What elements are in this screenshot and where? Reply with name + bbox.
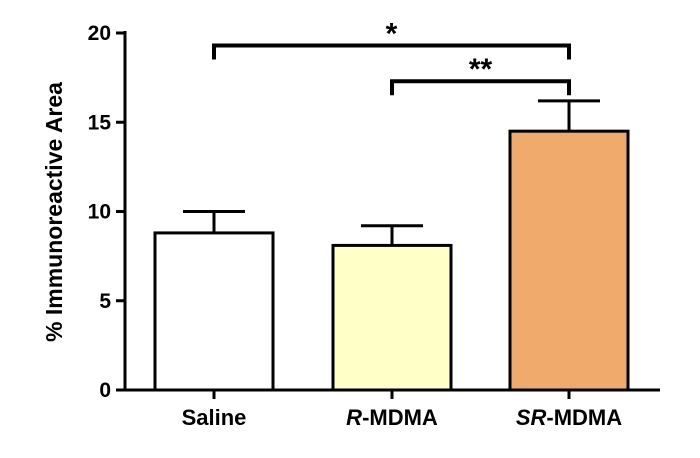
bar-1: [331, 243, 453, 392]
significance-bracket-0: [212, 43, 571, 60]
y-tick-label-0: 0: [99, 379, 111, 402]
y-tick-label-10: 10: [88, 201, 111, 224]
category-label-text-part: Saline: [182, 405, 247, 430]
category-label-text-part: -MDMA: [362, 405, 438, 430]
y-tick-label-5: 5: [99, 290, 111, 313]
bars: [153, 99, 630, 392]
significance-bracket-1: [390, 79, 571, 96]
bar-2: [508, 129, 630, 392]
y-tick-label-20: 20: [88, 22, 111, 45]
category-label-italic-part: R: [346, 405, 362, 430]
category-label-0: Saline: [182, 405, 247, 430]
category-label-text-part: -MDMA: [546, 405, 622, 430]
significance-label-0: *: [386, 17, 398, 50]
category-labels: Saline R-MDMA SR-MDMA: [182, 405, 623, 430]
bar-0: [153, 231, 275, 392]
y-tick-label-15: 15: [88, 111, 112, 134]
significance-brackets: ***: [212, 17, 571, 96]
category-label-italic-part: SR: [516, 405, 547, 430]
significance-label-1: **: [469, 53, 493, 86]
category-label-2: SR-MDMA: [516, 405, 622, 430]
category-label-1: R-MDMA: [346, 405, 438, 430]
y-axis-label: % Immunoreactive Area: [41, 82, 67, 342]
